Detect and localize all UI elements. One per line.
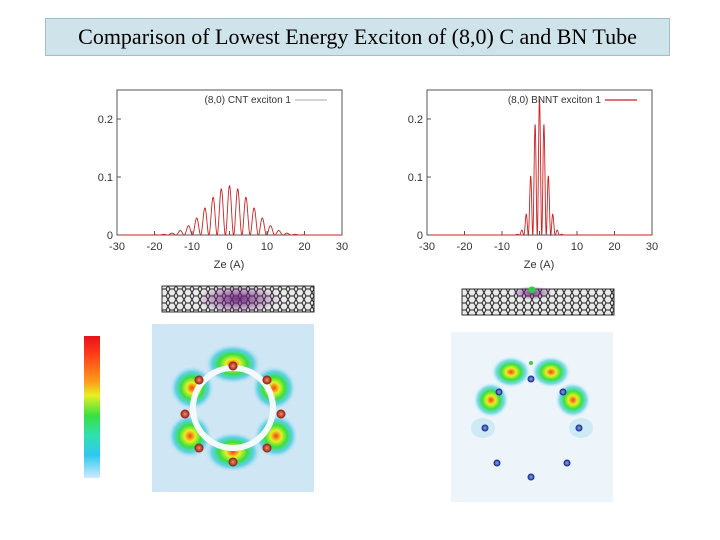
cnt-exciton-plot: -30 -20 -10 0 10 20 30 0 0.1 0.2 (8,0) CNT excito… — [98, 89, 348, 271]
cnt-y-tick-label: 0 — [107, 230, 113, 242]
bn-y-tick-label: 0 — [417, 230, 423, 242]
bn-x-tick-label: 30 — [646, 241, 658, 253]
cnt-x-tick-label: 0 — [226, 241, 232, 253]
cnt-y-tick-label: 0.2 — [98, 114, 113, 126]
cnt-x-tick-label: -20 — [147, 241, 163, 253]
cnt-plot-frame — [116, 89, 343, 236]
cnt-cross-section — [152, 324, 314, 492]
cnt-x-tick-label: 30 — [336, 241, 348, 253]
bn-x-tick-label: -10 — [494, 241, 510, 253]
bn-x-tick-label: 20 — [608, 241, 620, 253]
bn-x-tick-label: -30 — [419, 241, 435, 253]
bnnt-tube-image — [461, 286, 615, 316]
bn-x-axis-label: Ze (A) — [524, 259, 555, 271]
slide-title: Comparison of Lowest Energy Exciton of (… — [45, 18, 670, 56]
cnt-legend-text: (8,0) CNT exciton 1 — [204, 95, 291, 106]
colorbar — [84, 336, 100, 478]
bn-plot-area: -30 -20 -10 0 10 20 30 0 0.1 0.2 (8,0) BNNT excit… — [408, 89, 658, 271]
bnnt-cross-section — [451, 332, 613, 502]
bn-legend-text: (8,0) BNNT exciton 1 — [508, 95, 602, 106]
cnt-y-tick-label: 0.1 — [98, 172, 113, 184]
bn-y-tick-label: 0.1 — [408, 172, 423, 184]
cnt-x-tick-label: -10 — [184, 241, 200, 253]
cnt-x-tick-label: 20 — [298, 241, 310, 253]
bn-plot-frame — [426, 89, 653, 236]
bn-y-tick-label: 0.2 — [408, 114, 423, 126]
cnt-plot-area: -30 -20 -10 0 10 20 30 0 0.1 0.2 (8,0) CNT excito… — [98, 89, 348, 271]
cnt-x-axis-label: Ze (A) — [214, 259, 245, 271]
cnt-x-tick-label: -30 — [109, 241, 125, 253]
cnt-tube-image — [161, 285, 315, 313]
bn-x-tick-label: -20 — [457, 241, 473, 253]
cnt-x-tick-label: 10 — [261, 241, 273, 253]
bn-x-tick-label: 10 — [571, 241, 583, 253]
bn-x-tick-label: 0 — [536, 241, 542, 253]
bnnt-exciton-plot: -30 -20 -10 0 10 20 30 0 0.1 0.2 (8,0) BNNT excit… — [408, 89, 658, 271]
